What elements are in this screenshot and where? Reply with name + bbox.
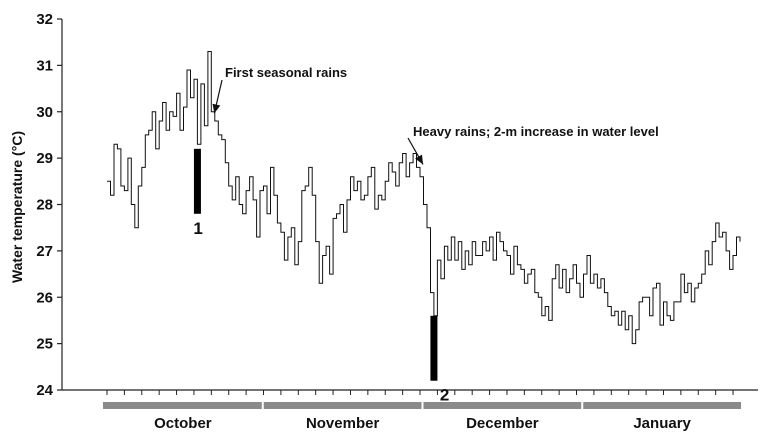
month-bar-segment-november bbox=[263, 402, 422, 409]
month-label-january: January bbox=[633, 415, 691, 432]
y-tick-label: 26 bbox=[36, 289, 53, 306]
y-tick-label: 32 bbox=[36, 11, 53, 28]
event-marker-bar-1 bbox=[193, 148, 201, 214]
month-label-november: November bbox=[306, 415, 380, 432]
y-tick-label: 24 bbox=[36, 382, 53, 399]
markers-layer: 12 bbox=[193, 148, 449, 405]
annotations-layer: First seasonal rains Heavy rains; 2-m inc… bbox=[212, 65, 659, 165]
annotation-arrow-head-2 bbox=[415, 154, 424, 165]
series-layer bbox=[107, 51, 741, 345]
event-marker-label-2: 2 bbox=[440, 386, 449, 405]
month-bar-segment-january bbox=[583, 402, 741, 409]
y-tick-label: 28 bbox=[36, 197, 53, 214]
y-axis-label: Water temperature (°C) bbox=[9, 131, 25, 283]
temperature-series-line bbox=[107, 51, 741, 345]
axes-layer bbox=[57, 18, 758, 395]
annotation-arrow-head-1 bbox=[212, 103, 221, 114]
month-bar-segment-october bbox=[103, 402, 262, 409]
y-tick-label: 30 bbox=[36, 104, 53, 121]
event-marker-label-1: 1 bbox=[193, 219, 202, 238]
month-label-october: October bbox=[154, 415, 212, 432]
y-tick-label: 29 bbox=[36, 150, 53, 167]
month-bar-layer: October November December January bbox=[103, 402, 741, 432]
annotation-text-2: Heavy rains; 2-m increase in water level bbox=[413, 124, 659, 139]
y-tick-label: 25 bbox=[36, 336, 53, 353]
y-tick-label: 31 bbox=[36, 57, 53, 74]
y-tick-label: 27 bbox=[36, 243, 53, 260]
month-bar-segment-december bbox=[423, 402, 582, 409]
tick-labels-layer: 24 25 26 27 28 29 30 31 32 bbox=[36, 11, 53, 399]
event-marker-bar-2 bbox=[430, 315, 438, 381]
annotation-text-1: First seasonal rains bbox=[225, 65, 347, 80]
month-label-december: December bbox=[466, 415, 539, 432]
